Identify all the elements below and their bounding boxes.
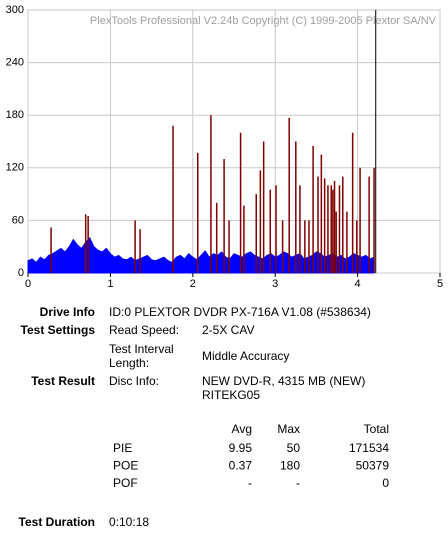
label: Drive Info	[40, 305, 95, 319]
y-tick-label: 60	[12, 214, 24, 226]
watermark: PlexTools Professional V2.24b Copyright …	[90, 15, 437, 27]
label: Test Duration	[19, 515, 95, 529]
grid	[27, 9, 441, 274]
value: 0:10:18	[109, 515, 149, 529]
cell: 9.95	[229, 441, 253, 455]
value: Middle Accuracy	[202, 349, 289, 363]
stats-table: Avg Max Total PIE 9.95 50 171534 POE 0.37 180 5037…	[113, 422, 389, 490]
key: Disc Info:	[109, 374, 159, 388]
y-tick-label: 240	[6, 57, 24, 69]
value: 2-5X CAV	[202, 323, 254, 337]
x-tick-label: 1	[107, 278, 113, 290]
column-header: Max	[277, 422, 300, 436]
column-header: Avg	[232, 422, 252, 436]
pie-area	[27, 237, 375, 274]
y-tick-label: 120	[6, 162, 24, 174]
row-label: PIE	[113, 441, 132, 455]
axes: 0 60 120 180 240 300 0 1 2 3 4 5	[6, 4, 443, 290]
label: Test Result	[31, 374, 95, 388]
cell: 50	[287, 441, 301, 455]
y-tick-label: 180	[6, 109, 24, 121]
plot-frame	[27, 9, 441, 274]
cell: 171534	[349, 441, 389, 455]
key: Length:	[109, 356, 149, 370]
marks	[27, 10, 377, 274]
key: Test Interval	[109, 342, 174, 356]
cell: 0.37	[229, 459, 253, 473]
label: Test Settings	[21, 323, 96, 337]
value: NEW DVD-R, 4315 MB (NEW)	[202, 374, 365, 388]
x-tick-label: 5	[437, 278, 443, 290]
cell: 180	[280, 459, 300, 473]
value: RITEKG05	[202, 388, 260, 402]
cell: 0	[382, 476, 389, 490]
cell: -	[296, 476, 300, 490]
column-header: Total	[364, 422, 389, 436]
x-tick-label: 3	[272, 278, 278, 290]
y-tick-label: 0	[18, 267, 24, 279]
value: ID:0 PLEXTOR DVDR PX-716A V1.08 (#538634…	[109, 305, 371, 319]
key: Read Speed:	[109, 323, 179, 337]
y-tick-label: 300	[6, 4, 24, 16]
row-label: POF	[113, 476, 138, 490]
x-tick-label: 4	[355, 278, 361, 290]
x-tick-label: 2	[190, 278, 196, 290]
cell: -	[248, 476, 252, 490]
cell: 50379	[356, 459, 390, 473]
x-tick-label: 0	[25, 278, 31, 290]
row-label: POE	[113, 459, 138, 473]
